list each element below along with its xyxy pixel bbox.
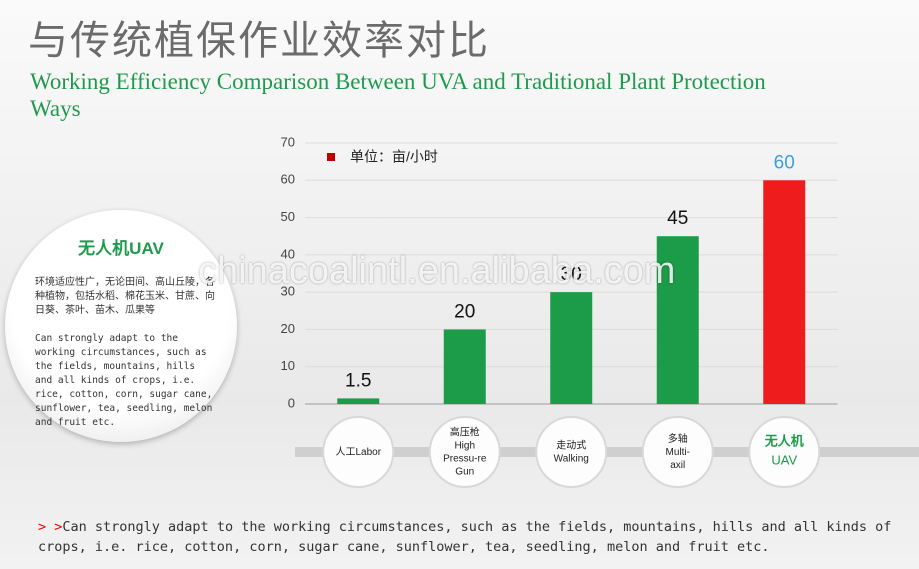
side-panel: 无人机UAV 环境适应性广，无论田间、高山丘陵，各种植物，包括水稻、棉花玉米、甘… <box>5 210 237 442</box>
legend-label: 单位：亩/小时 <box>350 149 438 165</box>
value-label: 20 <box>454 301 475 322</box>
bar <box>337 398 380 404</box>
value-label: 45 <box>667 208 688 229</box>
legend-swatch <box>327 153 335 161</box>
category-circle <box>748 416 821 488</box>
y-tick-label: 60 <box>281 172 295 187</box>
y-tick-label: 10 <box>281 358 295 373</box>
title: 与传统植保作业效率对比 <box>28 18 490 64</box>
value-label: 30 <box>561 264 582 285</box>
footer-text: Can strongly adapt to the working circum… <box>38 519 892 555</box>
y-tick-label: 70 <box>281 134 295 149</box>
value-label: 60 <box>774 152 795 173</box>
side-text: 环境适应性广，无论田间、高山丘陵，各种植物，包括水稻、棉花玉米、甘蔗、向日葵、茶… <box>35 277 215 316</box>
category-circle <box>535 416 608 488</box>
bar <box>656 236 699 404</box>
value-label: 1.5 <box>345 370 371 391</box>
category-circle <box>641 416 714 488</box>
footer: > >Can strongly adapt to the working cir… <box>38 518 908 557</box>
y-tick-label: 40 <box>281 246 295 261</box>
y-tick-label: 30 <box>281 284 295 299</box>
category-circle <box>322 416 395 488</box>
x-tick-label: 走动式 Walking <box>554 438 589 464</box>
side-text: Can strongly adapt to the working circum… <box>35 333 213 428</box>
y-tick-label: 20 <box>281 321 295 336</box>
watermark: chinacoalintl.en.alibaba.com <box>198 250 676 292</box>
bar <box>550 292 593 404</box>
x-tick-label: 无人机 UAV <box>764 434 804 468</box>
subtitle: Working Efficiency Comparison Between UV… <box>30 69 766 121</box>
bar <box>763 180 806 404</box>
y-tick-label: 0 <box>288 395 295 410</box>
bar <box>443 329 486 404</box>
footer-marker: > > <box>38 519 63 535</box>
side-heading: 无人机UAV <box>78 239 164 258</box>
y-tick-label: 50 <box>281 209 295 224</box>
x-tick-label: 人工Labor <box>335 446 381 458</box>
x-tick-label: 高压枪 High Pressu-re Gun <box>443 425 487 477</box>
x-tick-label: 多轴 Multi-axil <box>666 432 690 471</box>
category-circle <box>428 416 501 488</box>
